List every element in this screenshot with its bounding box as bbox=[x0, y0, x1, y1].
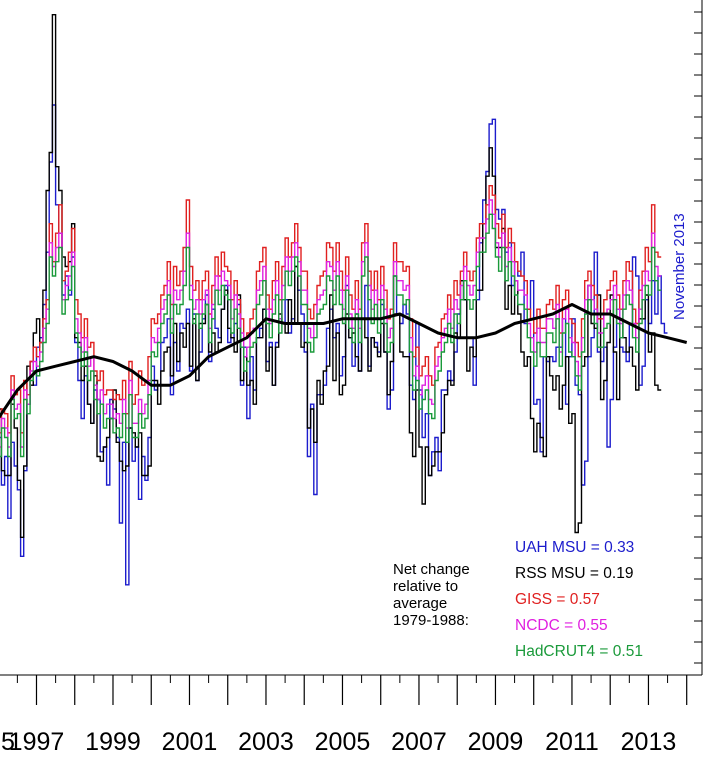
net-change-caption: Net change relative to average 1979-1988… bbox=[393, 561, 503, 629]
series-line-hadcrut4 bbox=[0, 213, 662, 458]
legend-entry-hadcrut4: HadCRUT4 = 0.51 bbox=[515, 643, 643, 660]
x-tick-label: 2005 bbox=[315, 728, 371, 756]
x-tick-label: 2013 bbox=[621, 728, 677, 756]
x-tick-label: 5 bbox=[1, 728, 15, 756]
legend-entry-ncdc: NCDC = 0.55 bbox=[515, 617, 608, 634]
x-axis bbox=[0, 674, 702, 705]
net-change-line: 1979-1988: bbox=[393, 612, 469, 629]
average-layer bbox=[0, 303, 688, 419]
net-change-line: relative to bbox=[393, 578, 459, 595]
series-line-rss-msu bbox=[0, 14, 662, 538]
legend-entry-rss: RSS MSU = 0.19 bbox=[515, 565, 634, 582]
running-average-line bbox=[0, 303, 688, 419]
x-tick-label: 1997 bbox=[9, 728, 65, 756]
series-line-uah-msu bbox=[0, 104, 668, 586]
net-change-line: average bbox=[393, 595, 448, 612]
series-layer bbox=[0, 14, 668, 586]
legend-entry-uah: UAH MSU = 0.33 bbox=[515, 539, 635, 556]
x-tick-label: 2009 bbox=[468, 728, 524, 756]
date-stamp: November 2013 bbox=[671, 213, 688, 320]
right-axis bbox=[694, 0, 703, 675]
net-change-line: Net change bbox=[393, 561, 470, 578]
x-tick-label: 2011 bbox=[545, 728, 599, 756]
legend-entry-giss: GISS = 0.57 bbox=[515, 591, 600, 608]
x-tick-label: 2003 bbox=[238, 728, 294, 756]
x-tick-label: 2007 bbox=[391, 728, 447, 756]
x-tick-label: 1999 bbox=[85, 728, 141, 756]
series-line-ncdc bbox=[0, 199, 662, 448]
net-change-legend: UAH MSU = 0.33 RSS MSU = 0.19 GISS = 0.5… bbox=[515, 535, 643, 665]
x-tick-label: 2001 bbox=[162, 728, 218, 756]
